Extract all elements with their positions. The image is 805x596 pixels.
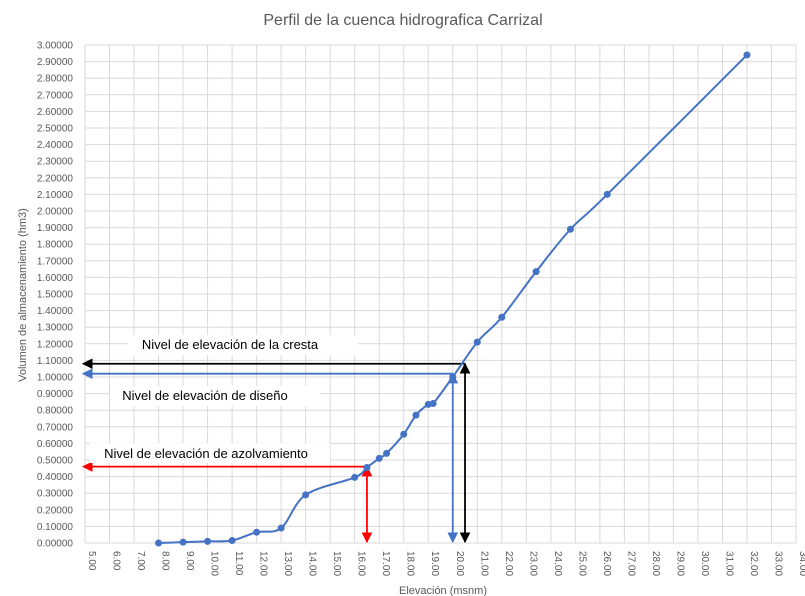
x-tick-label: 33.00 <box>772 551 783 576</box>
x-tick-label: 7.00 <box>135 551 146 571</box>
x-tick-label: 23.00 <box>527 551 538 576</box>
y-tick-label: 1.20000 <box>37 339 74 350</box>
data-point <box>302 491 310 499</box>
x-tick-label: 27.00 <box>625 551 636 576</box>
x-tick-label: 22.00 <box>503 551 514 576</box>
y-tick-label: 1.60000 <box>37 273 74 284</box>
x-tick-label: 17.00 <box>380 551 391 576</box>
annotation-label: Nivel de elevación de diseño <box>122 388 288 403</box>
data-point <box>179 538 187 546</box>
y-tick-label: 0.90000 <box>37 389 74 400</box>
data-point <box>498 313 506 321</box>
series-layer <box>155 51 751 547</box>
data-point <box>566 225 574 233</box>
x-tick-label: 24.00 <box>552 551 563 576</box>
x-tick-label: 31.00 <box>723 551 734 576</box>
y-tick-label: 1.40000 <box>37 306 74 317</box>
y-tick-label: 1.30000 <box>37 323 74 334</box>
x-tick-label: 21.00 <box>478 551 489 576</box>
x-tick-label: 16.00 <box>356 551 367 576</box>
data-point <box>400 430 408 438</box>
level-annotations: Nivel de elevación de la cresta Nivel de … <box>81 335 471 544</box>
annotation-label: Nivel de elevación de la cresta <box>142 337 319 352</box>
y-tick-label: 2.00000 <box>37 207 74 218</box>
x-tick-label: 10.00 <box>209 551 220 576</box>
y-tick-label: 1.50000 <box>37 290 74 301</box>
y-tick-label: 0.70000 <box>37 422 74 433</box>
annotation-label-bg <box>110 386 320 406</box>
x-tick-label: 9.00 <box>184 551 195 571</box>
data-point <box>532 268 540 276</box>
x-tick-label: 19.00 <box>429 551 440 576</box>
annotation-label-bg <box>128 335 358 355</box>
y-tick-label: 2.90000 <box>37 57 74 68</box>
x-tick-label: 29.00 <box>674 551 685 576</box>
data-point <box>449 373 457 381</box>
y-tick-label: 0.10000 <box>37 522 74 533</box>
data-point <box>204 537 212 545</box>
data-point <box>155 539 163 547</box>
data-point <box>363 463 371 471</box>
x-tick-label: 32.00 <box>748 551 759 576</box>
data-point <box>375 454 383 462</box>
y-tick-label: 1.10000 <box>37 356 74 367</box>
data-point <box>603 190 611 198</box>
y-tick-label: 2.30000 <box>37 157 74 168</box>
y-tick-label: 0.80000 <box>37 406 74 417</box>
gridlines <box>84 44 797 544</box>
x-tick-label: 18.00 <box>405 551 416 576</box>
y-tick-label: 1.00000 <box>37 373 74 384</box>
annotation-label-bg <box>90 443 330 463</box>
data-point <box>253 528 261 536</box>
x-tick-label: 13.00 <box>282 551 293 576</box>
y-tick-label: 0.40000 <box>37 472 74 483</box>
y-tick-label: 1.70000 <box>37 256 74 267</box>
x-tick-label: 34.00 <box>797 551 805 576</box>
data-point <box>412 411 420 419</box>
data-point <box>228 537 236 545</box>
y-tick-label: 2.10000 <box>37 190 74 201</box>
y-tick-label: 0.30000 <box>37 489 74 500</box>
x-tick-label: 26.00 <box>601 551 612 576</box>
y-tick-label: 0.00000 <box>37 539 74 550</box>
y-tick-labels: 0.00000 0.10000 0.20000 0.30000 0.40000 0.500… <box>37 41 74 550</box>
y-tick-label: 3.00000 <box>37 41 74 52</box>
x-tick-label: 12.00 <box>258 551 269 576</box>
y-tick-label: 2.20000 <box>37 173 74 184</box>
x-tick-label: 6.00 <box>111 551 122 571</box>
data-point <box>351 473 359 481</box>
data-point <box>743 51 751 59</box>
x-tick-label: 25.00 <box>576 551 587 576</box>
x-tick-label: 30.00 <box>699 551 710 576</box>
data-point <box>429 400 437 408</box>
x-tick-label: 28.00 <box>650 551 661 576</box>
x-tick-labels: 5.00 6.00 7.00 8.00 9.00 10.00 11.00 12.00 13.00… <box>86 551 805 576</box>
y-tick-label: 2.80000 <box>37 74 74 85</box>
y-tick-label: 2.40000 <box>37 140 74 151</box>
x-tick-label: 15.00 <box>331 551 342 576</box>
x-tick-label: 5.00 <box>86 551 97 571</box>
x-axis-title: Elevación (msnm) <box>399 585 487 596</box>
y-tick-label: 0.20000 <box>37 505 74 516</box>
x-tick-label: 20.00 <box>454 551 465 576</box>
x-tick-label: 8.00 <box>160 551 171 571</box>
y-tick-label: 2.60000 <box>37 107 74 118</box>
y-tick-label: 1.90000 <box>37 223 74 234</box>
y-tick-label: 2.70000 <box>37 90 74 101</box>
y-tick-label: 0.50000 <box>37 456 74 467</box>
x-tick-label: 14.00 <box>307 551 318 576</box>
x-tick-label: 11.00 <box>233 551 244 576</box>
y-axis-title: Volumen de almacenamiento (hm3) <box>17 208 29 382</box>
chart-title: Perfil de la cuenca hidrografica Carriza… <box>263 12 542 29</box>
data-point <box>383 449 391 457</box>
data-point <box>473 338 481 346</box>
y-tick-label: 0.60000 <box>37 439 74 450</box>
annotation-label: Nivel de elevación de azolvamiento <box>104 446 308 461</box>
data-point <box>277 524 285 532</box>
y-tick-label: 1.80000 <box>37 240 74 251</box>
y-tick-label: 2.50000 <box>37 124 74 135</box>
